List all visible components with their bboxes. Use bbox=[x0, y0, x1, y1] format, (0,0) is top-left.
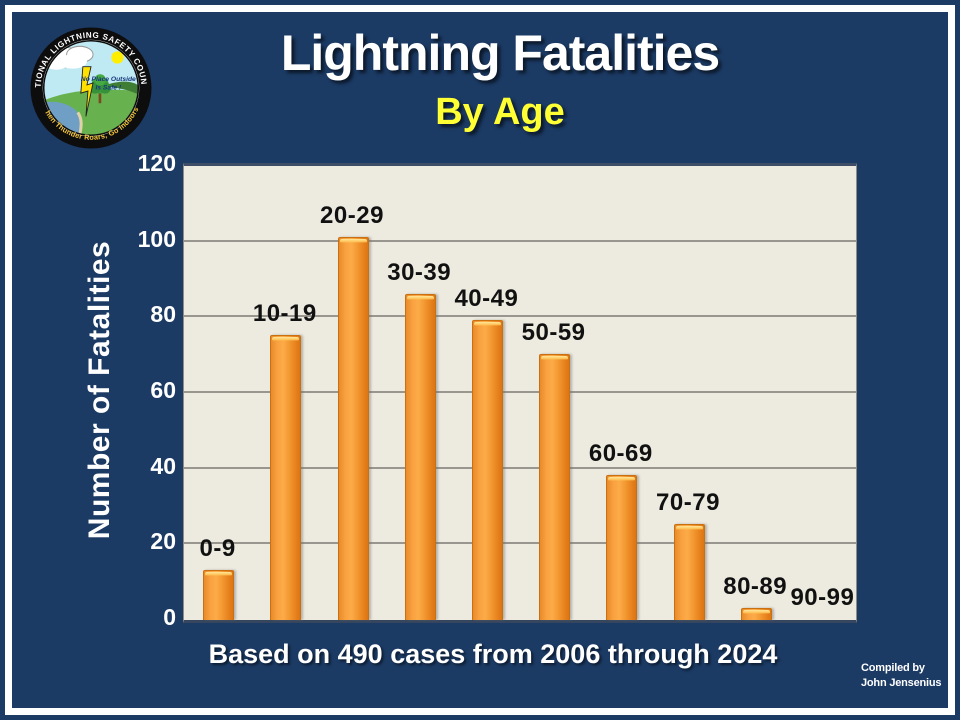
bar bbox=[471, 320, 503, 620]
bar-label: 40-49 bbox=[454, 285, 519, 313]
gridline bbox=[184, 315, 856, 318]
logo-center-text-line2: Is Safe ! bbox=[95, 85, 121, 92]
bar bbox=[673, 524, 705, 620]
bar bbox=[203, 569, 235, 620]
bar-label: 20-29 bbox=[320, 201, 384, 229]
gridline bbox=[184, 466, 856, 469]
y-tick-label: 40 bbox=[150, 452, 176, 479]
tree-foliage bbox=[89, 74, 111, 94]
beach bbox=[76, 111, 83, 135]
gridline bbox=[184, 391, 856, 393]
page-subtitle: By Age bbox=[435, 91, 565, 133]
bar bbox=[740, 607, 772, 620]
bar-label: 90-99 bbox=[790, 584, 855, 611]
logo-center-text-line1: No Place Outside bbox=[81, 76, 136, 83]
hill bbox=[103, 81, 138, 95]
bar-label: 50-59 bbox=[521, 319, 586, 347]
plot-area: 0-9 10-19 20-29 30-39 40-49 50-59 60-69 70-79 80… bbox=[183, 163, 857, 623]
gridline bbox=[184, 542, 856, 545]
bar bbox=[606, 475, 638, 620]
y-tick-label: 0 bbox=[163, 604, 176, 630]
bar bbox=[337, 236, 369, 620]
credit-line-1: Compiled by bbox=[861, 662, 925, 674]
tree-trunk bbox=[98, 90, 102, 104]
lightning-bolt-icon bbox=[80, 66, 94, 117]
y-tick-label: 20 bbox=[150, 528, 176, 555]
y-tick-label: 60 bbox=[150, 377, 176, 403]
credit-line-2: John Jensenius bbox=[861, 677, 942, 689]
y-tick-label: 80 bbox=[150, 301, 176, 328]
bar-label: 60-69 bbox=[588, 440, 653, 468]
y-axis-ticks: 0 20 40 60 80 100 120 bbox=[104, 150, 176, 630]
chart-caption: Based on 490 cases from 2006 through 202… bbox=[208, 639, 778, 669]
credit-text: Compiled by John Jensenius bbox=[861, 661, 942, 691]
bar-label: 30-39 bbox=[387, 258, 452, 286]
y-tick-label: 120 bbox=[137, 150, 176, 176]
nlsc-logo-icon: NATIONAL LIGHTNING SAFETY COUNCIL When T… bbox=[30, 27, 152, 149]
gridline bbox=[184, 239, 856, 242]
y-tick-label: 100 bbox=[137, 225, 176, 252]
bar bbox=[270, 335, 302, 620]
bar-label: 80-89 bbox=[723, 572, 788, 600]
bar-label: 10-19 bbox=[252, 300, 317, 328]
page-title: Lightning Fatalities bbox=[280, 25, 720, 81]
sun-icon bbox=[111, 51, 124, 64]
bar bbox=[404, 293, 436, 620]
bar-label: 0-9 bbox=[199, 534, 236, 562]
bar-label: 70-79 bbox=[656, 489, 720, 517]
bar bbox=[539, 354, 571, 620]
